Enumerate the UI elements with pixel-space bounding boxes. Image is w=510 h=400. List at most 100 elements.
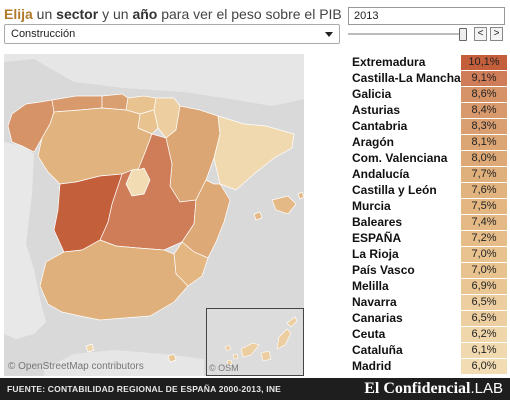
spain-map-svg bbox=[4, 54, 304, 376]
portugal-area bbox=[4, 142, 46, 339]
map-attribution: © OpenStreetMap contributors bbox=[8, 361, 144, 372]
ranking-value: 6,5% bbox=[461, 310, 507, 326]
ranking-region-name: Aragón bbox=[352, 135, 394, 149]
ranking-region-name: Canarias bbox=[352, 311, 403, 325]
region-ceuta[interactable] bbox=[85, 343, 95, 353]
ranking-list: Extremadura 10,1% Castilla-La Mancha 9,1% Ga… bbox=[349, 54, 507, 374]
ranking-value: 6,0% bbox=[461, 358, 507, 374]
heading-sector: sector bbox=[56, 6, 99, 22]
ranking-region-name: Murcia bbox=[352, 199, 391, 213]
ranking-value: 7,2% bbox=[461, 230, 507, 246]
ranking-row[interactable]: Castilla y León 7,6% bbox=[349, 182, 507, 198]
ranking-region-name: Madrid bbox=[352, 359, 392, 373]
chevron-down-icon bbox=[325, 32, 333, 37]
ranking-row[interactable]: Ceuta 6,2% bbox=[349, 326, 507, 342]
ranking-value: 6,5% bbox=[461, 294, 507, 310]
sector-select-value: Construcción bbox=[11, 28, 76, 40]
ranking-region-name: País Vasco bbox=[352, 263, 415, 277]
ranking-row[interactable]: País Vasco 7,0% bbox=[349, 262, 507, 278]
ranking-row[interactable]: Andalucía 7,7% bbox=[349, 166, 507, 182]
ranking-row[interactable]: ESPAÑA 7,2% bbox=[349, 230, 507, 246]
region-extremadura[interactable] bbox=[53, 173, 123, 253]
heading-text-3: para ver el peso sobre el PIB bbox=[157, 6, 342, 22]
island-la-gomera[interactable] bbox=[232, 353, 239, 360]
ranking-row[interactable]: Asturias 8,4% bbox=[349, 102, 507, 118]
ranking-row[interactable]: Cataluña 6,1% bbox=[349, 342, 507, 358]
ranking-value: 8,0% bbox=[461, 150, 507, 166]
canary-islands-inset[interactable]: © OSM bbox=[206, 308, 304, 376]
ranking-region-name: Castilla-La Mancha bbox=[352, 71, 461, 85]
island-tenerife[interactable] bbox=[240, 342, 260, 358]
ranking-row[interactable]: Canarias 6,5% bbox=[349, 310, 507, 326]
sector-select[interactable]: Construcción bbox=[4, 24, 340, 44]
heading-text-2: y un bbox=[98, 6, 133, 22]
year-input[interactable]: 2013 bbox=[348, 7, 505, 25]
footer-bar: FUENTE: CONTABILIDAD REGIONAL DE ESPAÑA … bbox=[0, 378, 510, 400]
ranking-region-name: Baleares bbox=[352, 215, 403, 229]
ranking-region-name: Galicia bbox=[352, 87, 392, 101]
ranking-region-name: Com. Valenciana bbox=[352, 151, 448, 165]
region-andalucia[interactable] bbox=[39, 239, 189, 321]
source-note: FUENTE: CONTABILIDAD REGIONAL DE ESPAÑA … bbox=[7, 384, 282, 394]
island-fuerteventura[interactable] bbox=[276, 328, 292, 350]
canary-attribution: © OSM bbox=[209, 363, 239, 373]
region-cataluna[interactable] bbox=[213, 115, 295, 191]
region-baleares-menorca[interactable] bbox=[297, 191, 304, 200]
island-la-palma[interactable] bbox=[224, 344, 232, 352]
ranking-row[interactable]: Melilla 6,9% bbox=[349, 278, 507, 294]
ranking-value: 7,0% bbox=[461, 262, 507, 278]
ranking-value: 6,2% bbox=[461, 326, 507, 342]
ranking-row[interactable]: Com. Valenciana 8,0% bbox=[349, 150, 507, 166]
ranking-row[interactable]: Cantabria 8,3% bbox=[349, 118, 507, 134]
brand-logo: El Confidencial.LAB bbox=[364, 380, 503, 398]
region-melilla[interactable] bbox=[167, 353, 177, 363]
ranking-region-name: Cataluña bbox=[352, 343, 403, 357]
prev-year-button[interactable]: < bbox=[474, 27, 487, 41]
ranking-value: 8,3% bbox=[461, 118, 507, 134]
island-el-hierro[interactable] bbox=[226, 359, 233, 366]
island-gran-canaria[interactable] bbox=[260, 350, 272, 362]
ranking-row[interactable]: Aragón 8,1% bbox=[349, 134, 507, 150]
ranking-value: 8,1% bbox=[461, 134, 507, 150]
ranking-row[interactable]: Navarra 6,5% bbox=[349, 294, 507, 310]
region-baleares-ibiza[interactable] bbox=[253, 211, 263, 221]
heading-ano: año bbox=[132, 6, 158, 22]
year-slider-thumb[interactable] bbox=[459, 28, 467, 41]
ranking-row[interactable]: Castilla-La Mancha 9,1% bbox=[349, 70, 507, 86]
chevron-left-icon: < bbox=[477, 28, 484, 39]
ranking-region-name: Melilla bbox=[352, 279, 389, 293]
heading-text-1: un bbox=[32, 6, 57, 22]
ranking-value: 8,4% bbox=[461, 102, 507, 118]
africa-area bbox=[44, 350, 204, 376]
ranking-row[interactable]: Baleares 7,4% bbox=[349, 214, 507, 230]
choropleth-map[interactable]: © OpenStreetMap contributors © OSM bbox=[4, 54, 304, 376]
ranking-row[interactable]: Extremadura 10,1% bbox=[349, 54, 507, 70]
heading-elija: Elija bbox=[4, 6, 33, 22]
instruction-heading: Elija un sector y un año para ver el pes… bbox=[4, 6, 342, 22]
island-lanzarote[interactable] bbox=[286, 316, 298, 328]
ranking-region-name: Ceuta bbox=[352, 327, 386, 341]
ranking-value: 9,1% bbox=[461, 70, 507, 86]
ranking-value: 8,6% bbox=[461, 86, 507, 102]
next-year-button[interactable]: > bbox=[490, 27, 503, 41]
ranking-row[interactable]: Murcia 7,5% bbox=[349, 198, 507, 214]
brand-name: El Confidencial bbox=[364, 380, 471, 397]
ranking-row[interactable]: Galicia 8,6% bbox=[349, 86, 507, 102]
ranking-value: 7,6% bbox=[461, 182, 507, 198]
ranking-row[interactable]: Madrid 6,0% bbox=[349, 358, 507, 374]
region-baleares-mallorca[interactable] bbox=[271, 195, 297, 215]
ranking-value: 7,5% bbox=[461, 198, 507, 214]
ranking-region-name: ESPAÑA bbox=[352, 231, 402, 245]
ranking-region-name: Navarra bbox=[352, 295, 397, 309]
ranking-value: 7,7% bbox=[461, 166, 507, 182]
ranking-value: 6,9% bbox=[461, 278, 507, 294]
year-slider[interactable] bbox=[348, 28, 467, 41]
region-cantabria[interactable] bbox=[101, 93, 129, 111]
ranking-region-name: Andalucía bbox=[352, 167, 410, 181]
ranking-value: 7,4% bbox=[461, 214, 507, 230]
ranking-region-name: Castilla y León bbox=[352, 183, 437, 197]
region-com-valenciana[interactable] bbox=[181, 179, 231, 259]
ranking-row[interactable]: La Rioja 7,0% bbox=[349, 246, 507, 262]
ranking-region-name: La Rioja bbox=[352, 247, 399, 261]
ranking-value: 10,1% bbox=[461, 54, 507, 70]
